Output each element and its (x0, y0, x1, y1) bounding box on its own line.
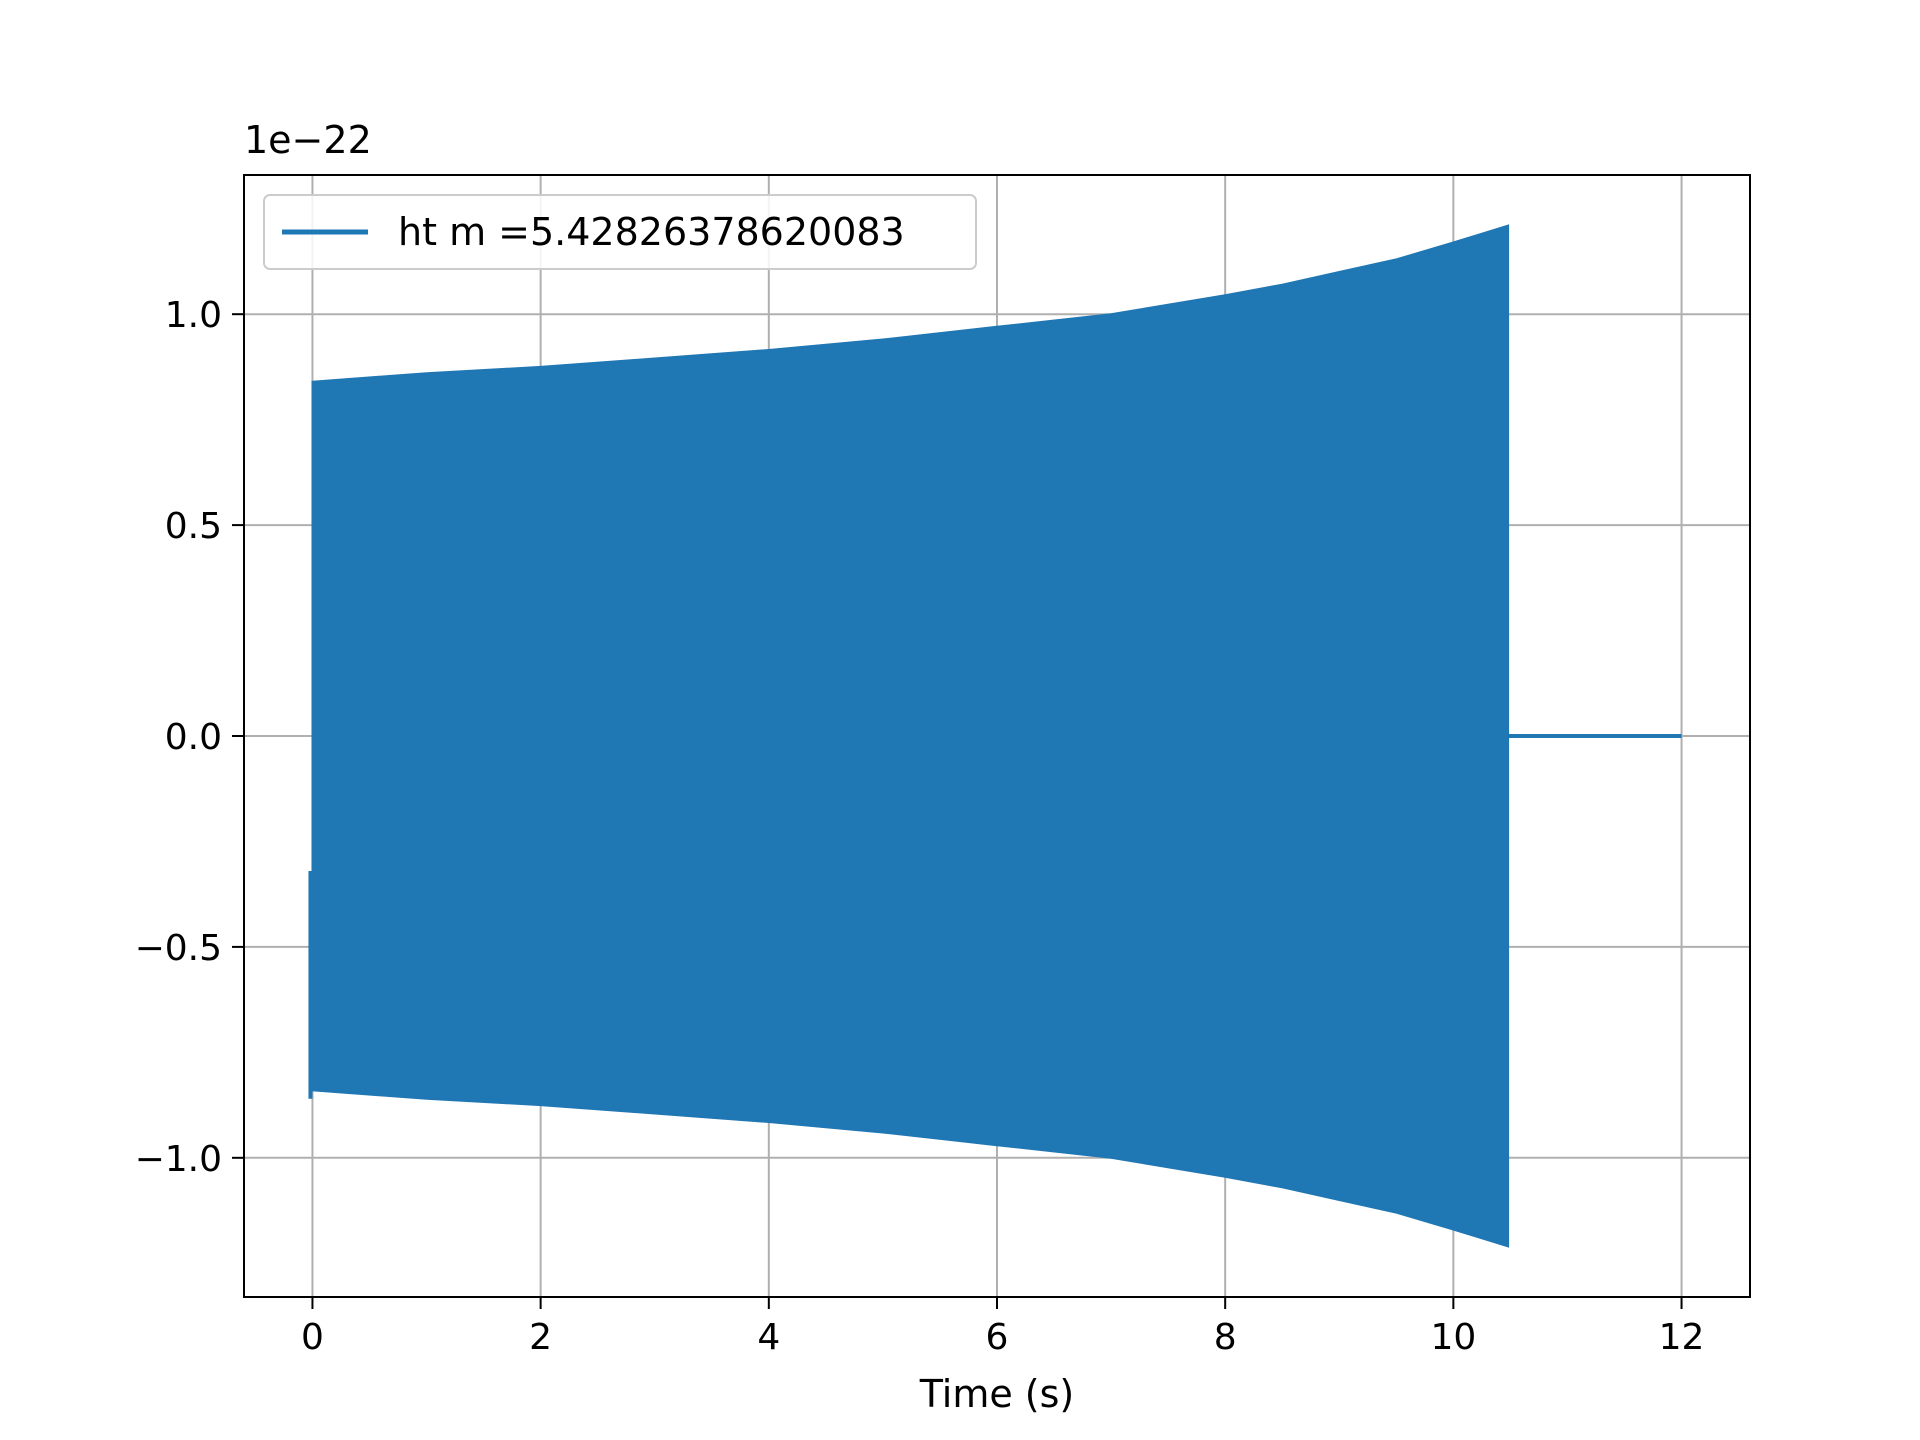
y-tick-label: −1.0 (135, 1139, 222, 1180)
x-tick-label: 12 (1659, 1317, 1705, 1358)
x-tick-label: 8 (1214, 1317, 1237, 1358)
y-tick-label: 1.0 (165, 295, 222, 336)
series-envelope (311, 224, 1510, 1248)
x-tick-label: 6 (986, 1317, 1009, 1358)
legend-entry-label: ht m =5.42826378620083 (398, 210, 905, 254)
legend: ht m =5.42826378620083 (263, 194, 977, 270)
y-tick-label: −0.5 (135, 928, 222, 969)
legend-box (263, 194, 977, 270)
x-axis-label: Time (s) (919, 1372, 1075, 1416)
x-tick-label: 10 (1430, 1317, 1476, 1358)
x-tick-label: 4 (757, 1317, 780, 1358)
y-tick-label: 0.0 (165, 717, 222, 758)
series-layer (308, 224, 1682, 1248)
axis-ticks: 0 2 4 6 8 10 12 1.0 0.5 0.0 −0.5 −1.0 (135, 295, 1705, 1358)
y-tick-label: 0.5 (165, 506, 222, 547)
y-offset-text: 1e−22 (244, 118, 372, 162)
x-tick-label: 2 (529, 1317, 552, 1358)
x-tick-label: 0 (301, 1317, 324, 1358)
